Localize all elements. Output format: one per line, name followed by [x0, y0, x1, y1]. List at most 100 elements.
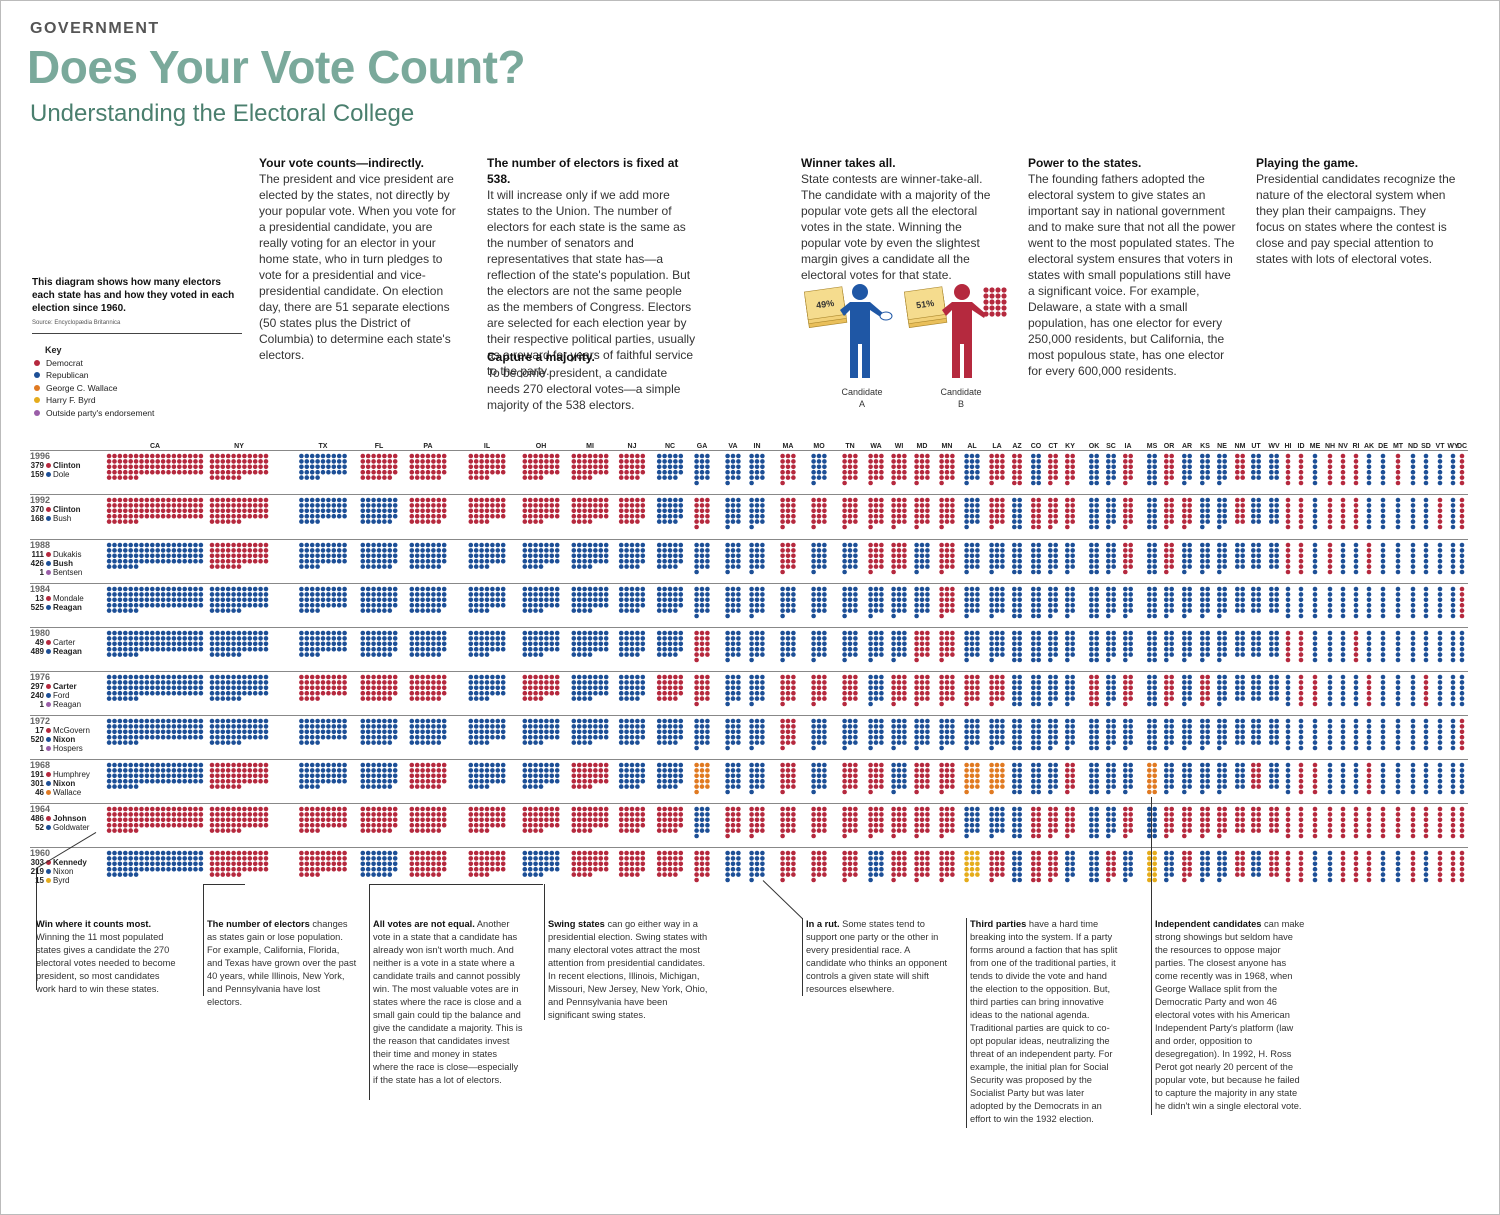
elector-dot	[640, 646, 646, 652]
elector-dot	[1269, 558, 1274, 564]
elector-dot	[1235, 548, 1240, 553]
elector-dot	[678, 464, 684, 470]
elector-dot	[365, 630, 371, 636]
elector-dot	[964, 497, 969, 503]
elector-dot	[760, 464, 765, 470]
elector-dot	[231, 459, 236, 464]
elector-dot	[187, 459, 193, 464]
elector-dot	[624, 636, 629, 641]
elector-dot	[441, 453, 447, 459]
elector-dot	[847, 630, 853, 636]
candidate-result: 301 Nixon	[30, 779, 90, 788]
column-body: The founding fathers adopted the elector…	[1028, 172, 1236, 378]
elector-dot	[749, 674, 754, 680]
elector-dot	[975, 636, 980, 641]
elector-dot	[331, 592, 337, 597]
elector-dot	[1164, 548, 1169, 553]
elector-dot	[247, 680, 253, 685]
elector-dot	[896, 690, 902, 696]
elector-dot	[431, 508, 436, 514]
elector-dot	[975, 608, 980, 613]
elector-dot	[258, 680, 263, 685]
elector-dot	[618, 459, 624, 464]
elector-dot	[629, 542, 635, 548]
elector-dot	[730, 497, 736, 503]
elector-dot	[431, 464, 436, 470]
elector-dot	[1036, 696, 1041, 701]
elector-dot	[299, 630, 304, 636]
elector-dot	[1106, 636, 1111, 641]
elector-dot	[1012, 646, 1017, 652]
elector-dot	[925, 475, 930, 480]
elector-dot	[1164, 519, 1169, 524]
elector-dot	[989, 459, 994, 464]
elector-dot	[231, 592, 236, 597]
elector-dot	[571, 519, 577, 524]
elector-dot	[603, 685, 609, 691]
elector-dot	[441, 508, 447, 514]
elector-dot	[392, 469, 398, 475]
elector-dot	[1200, 469, 1205, 475]
elector-dot	[853, 602, 858, 608]
elector-dot	[309, 503, 315, 508]
party-dot-icon	[46, 570, 51, 575]
candidate-name: Nixon	[53, 779, 76, 788]
elector-dot	[1380, 558, 1386, 564]
elector-dot	[436, 586, 442, 592]
candidate-result: 303 Kennedy	[30, 858, 87, 867]
elector-dot	[842, 608, 847, 613]
elector-dot	[989, 497, 994, 503]
elector-dot	[1123, 636, 1128, 641]
elector-dot	[725, 542, 730, 548]
elector-dot	[215, 553, 220, 559]
elector-dot	[112, 608, 117, 613]
elector-dot	[1459, 548, 1465, 553]
elector-dot	[760, 564, 765, 569]
elector-dot	[635, 469, 640, 475]
elector-dot	[1065, 674, 1070, 680]
elector-dot	[902, 508, 907, 514]
elector-dot	[1048, 652, 1053, 657]
elector-dot	[554, 558, 560, 564]
elector-dot	[392, 459, 398, 464]
elector-dot	[618, 503, 624, 508]
elector-dot	[939, 508, 944, 514]
elector-dot	[1340, 641, 1346, 647]
elector-dot	[1036, 558, 1041, 564]
election-1988: 1988 111 Dukakis 426 Bush 1 Bentsen	[30, 541, 82, 578]
elector-dot	[673, 469, 678, 475]
elector-dot	[780, 674, 785, 680]
elector-dot	[736, 513, 741, 519]
elector-dot	[896, 685, 902, 691]
elector-dot	[1240, 459, 1245, 464]
elector-dot	[816, 558, 822, 564]
elector-dot	[304, 459, 310, 464]
elector-dot	[624, 464, 629, 470]
elector-dot	[1031, 636, 1036, 641]
elector-dot	[673, 564, 678, 569]
elector-dot	[760, 497, 765, 503]
elector-dot	[603, 597, 609, 603]
elector-dot	[811, 469, 816, 475]
elector-dot	[1182, 630, 1187, 636]
elector-dot	[842, 569, 847, 575]
candidate-result: 159 Dole	[30, 470, 81, 479]
elector-dot	[160, 680, 166, 685]
elector-dot	[258, 646, 263, 652]
elector-dot	[139, 459, 144, 464]
elector-dot	[822, 459, 827, 464]
elector-dot	[939, 469, 944, 475]
elector-dot	[1423, 503, 1429, 508]
elector-dot	[1147, 508, 1152, 514]
elector-dot	[193, 469, 198, 475]
election-year: 1964	[30, 804, 51, 814]
elector-dot	[252, 553, 258, 559]
elector-dot	[891, 542, 896, 548]
elector-dot	[139, 548, 144, 553]
elector-dot	[576, 475, 582, 480]
elector-dot	[1222, 652, 1227, 657]
elector-dot	[1222, 602, 1227, 608]
elector-dot	[1017, 636, 1022, 641]
elector-dot	[420, 597, 425, 603]
elector-dot	[656, 459, 662, 464]
